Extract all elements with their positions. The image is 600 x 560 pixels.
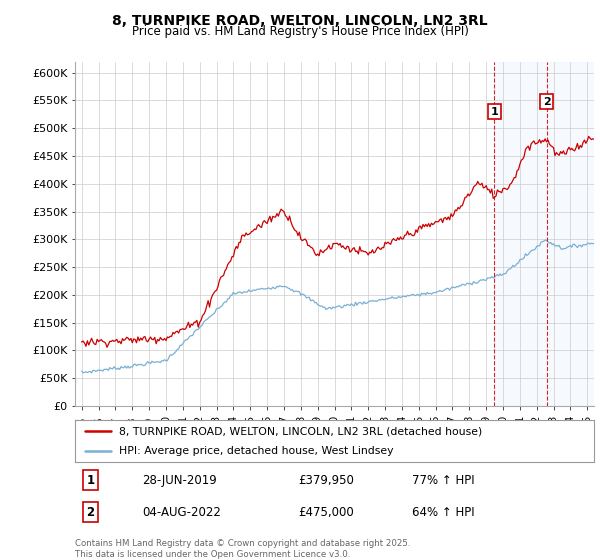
Text: Contains HM Land Registry data © Crown copyright and database right 2025.
This d: Contains HM Land Registry data © Crown c… — [75, 539, 410, 559]
Text: 1: 1 — [86, 474, 95, 487]
Text: 1: 1 — [491, 106, 498, 116]
Text: 28-JUN-2019: 28-JUN-2019 — [142, 474, 217, 487]
Text: 8, TURNPIKE ROAD, WELTON, LINCOLN, LN2 3RL (detached house): 8, TURNPIKE ROAD, WELTON, LINCOLN, LN2 3… — [119, 426, 482, 436]
Text: £475,000: £475,000 — [298, 506, 354, 519]
Text: £379,950: £379,950 — [298, 474, 354, 487]
Text: Price paid vs. HM Land Registry's House Price Index (HPI): Price paid vs. HM Land Registry's House … — [131, 25, 469, 38]
Text: 2: 2 — [543, 96, 551, 106]
Text: 2: 2 — [86, 506, 95, 519]
Text: 04-AUG-2022: 04-AUG-2022 — [142, 506, 221, 519]
Bar — [494, 62, 594, 406]
Text: 8, TURNPIKE ROAD, WELTON, LINCOLN, LN2 3RL: 8, TURNPIKE ROAD, WELTON, LINCOLN, LN2 3… — [112, 14, 488, 28]
Text: 77% ↑ HPI: 77% ↑ HPI — [412, 474, 475, 487]
Text: 64% ↑ HPI: 64% ↑ HPI — [412, 506, 475, 519]
Text: HPI: Average price, detached house, West Lindsey: HPI: Average price, detached house, West… — [119, 446, 394, 456]
